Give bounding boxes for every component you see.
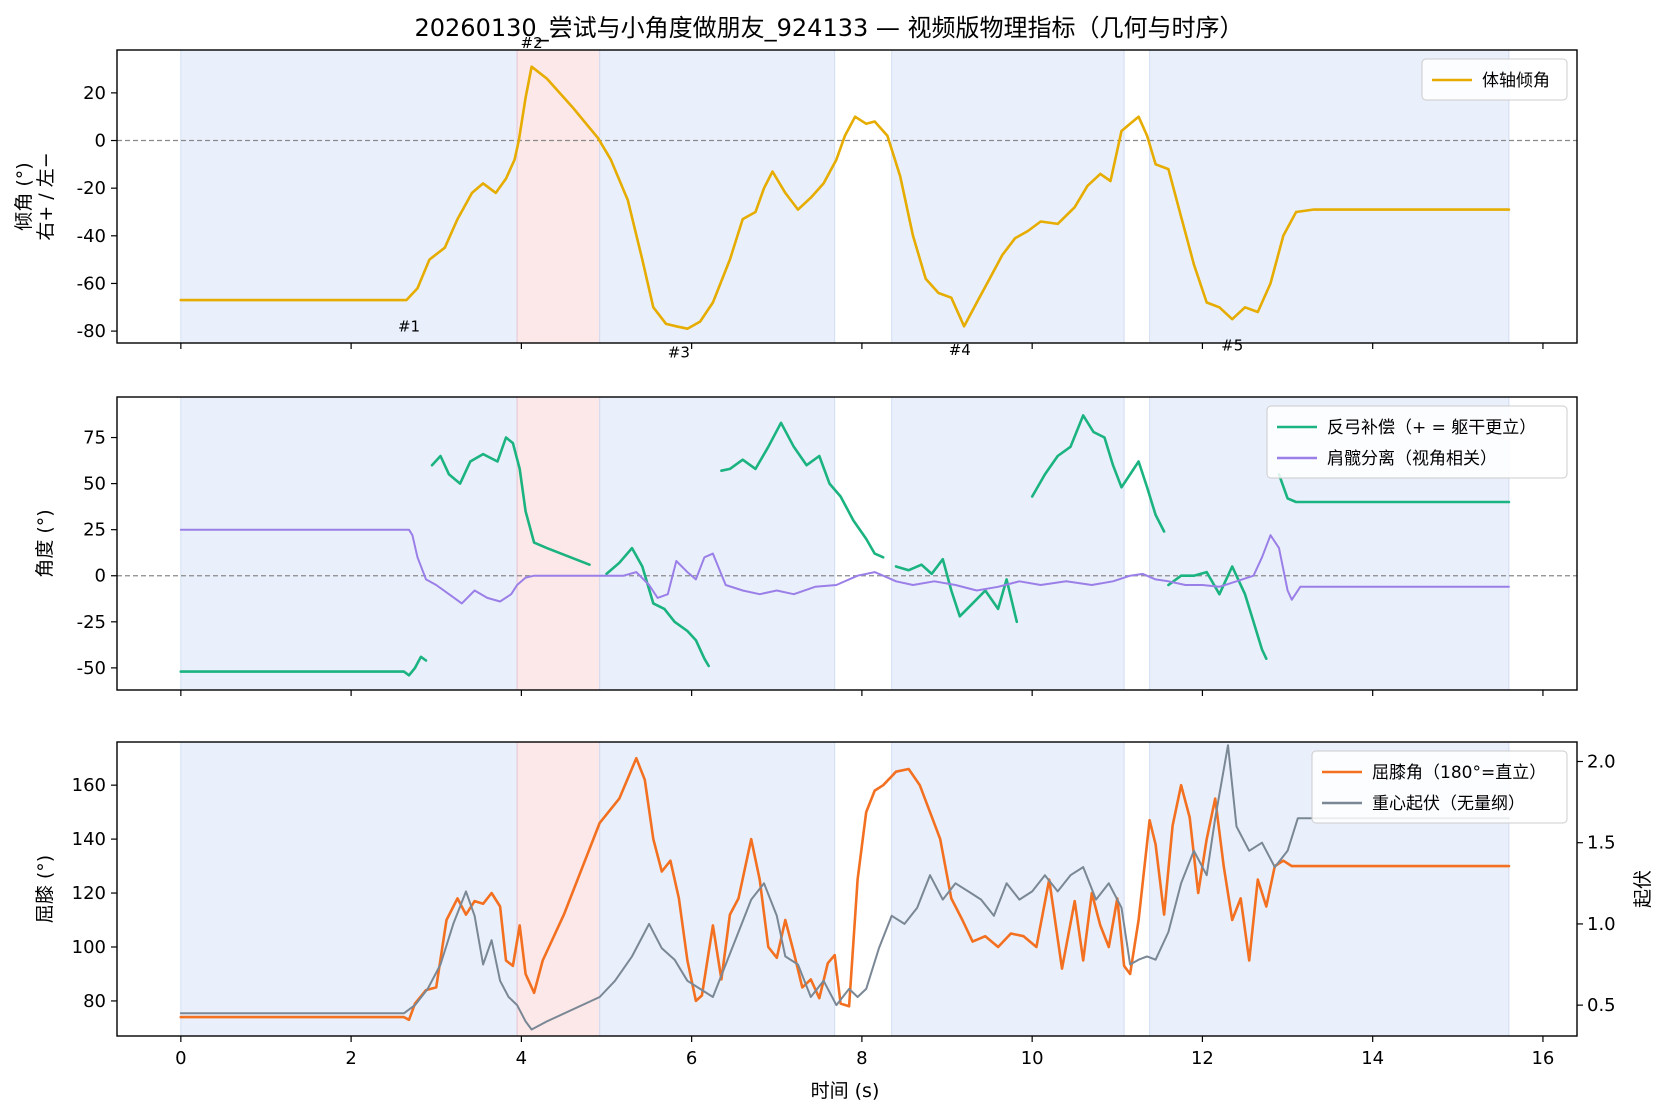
- series-line: [179, 655, 428, 677]
- event-annotation: #5: [1221, 336, 1243, 354]
- x-tick-label: 2: [345, 1048, 356, 1069]
- y-tick-label: 50: [83, 474, 106, 495]
- phase-segment-blue: [891, 49, 1125, 344]
- y-axis-label: 角度 (°): [34, 509, 56, 577]
- series-line: [1030, 414, 1166, 533]
- y-tick-label: -80: [77, 321, 106, 342]
- phase-segment-blue: [599, 396, 836, 691]
- x-axis-label: 时间 (s): [811, 1080, 880, 1102]
- plot-frame: [116, 741, 1578, 1037]
- x-tick-label: 14: [1361, 1048, 1384, 1069]
- y-axis-label: 屈膝 (°): [34, 855, 56, 923]
- y-tick-label: 0: [95, 566, 106, 587]
- event-annotation: #1: [398, 317, 420, 335]
- x-tick-label: 10: [1021, 1048, 1044, 1069]
- legend-box: [1266, 405, 1568, 479]
- panel-knee: 0 2 4 6 8 10 12 14 16 160 140 120 100 80 2.0 1.5 1.0 0.5 起…: [34, 741, 1654, 1069]
- event-annotation: #2: [521, 34, 543, 52]
- legend: 屈膝角（180°=直立） 重心起伏（无量纲）: [1311, 750, 1568, 824]
- series-line: [605, 546, 710, 668]
- y-right-tick-label: 1.0: [1587, 914, 1616, 935]
- phase-segment-blue: [891, 741, 1125, 1037]
- legend-label: 反弓补偿（+ = 躯干更立）: [1327, 418, 1536, 438]
- phase-segment-blue: [599, 741, 836, 1037]
- x-tick-label: 6: [686, 1048, 697, 1069]
- phase-segment-blue: [891, 396, 1125, 691]
- y-right-tick-label: 1.5: [1587, 833, 1616, 854]
- y-tick-label: 140: [72, 829, 106, 850]
- y-tick-label: -60: [77, 273, 106, 294]
- y-tick-label: 75: [83, 428, 106, 449]
- legend-label: 肩髋分离（视角相关）: [1327, 449, 1497, 469]
- series-line: [179, 65, 1511, 330]
- series-line: [179, 744, 1510, 1031]
- x-tick-label: 16: [1531, 1048, 1554, 1069]
- y-right-tick-label: 2.0: [1587, 751, 1616, 772]
- x-tick-label: 12: [1191, 1048, 1214, 1069]
- series-line: [179, 756, 1511, 1022]
- y-tick-label: -25: [77, 612, 106, 633]
- phase-segment-red: [516, 49, 601, 344]
- y-tick-label: 120: [72, 883, 106, 904]
- y-axis-label-secondary: 右+ / 左−: [35, 152, 57, 240]
- plot-frame: [116, 49, 1578, 344]
- y-tick-label: -20: [77, 178, 106, 199]
- phase-segment-blue: [599, 49, 836, 344]
- phase-segment-red: [516, 396, 601, 691]
- event-annotation: #4: [949, 341, 971, 359]
- series-line: [1167, 565, 1268, 660]
- phase-segment-blue: [180, 741, 518, 1037]
- y-tick-label: 80: [83, 991, 106, 1012]
- series-line: [894, 557, 1019, 624]
- panel-tilt: 20 0 -20 -40 -60 -80 倾角 (°) 右+ / 左− #1 #2 #3 #4 #5 体轴…: [13, 34, 1578, 362]
- y-tick-label: 160: [72, 775, 106, 796]
- x-tick-label: 8: [856, 1048, 867, 1069]
- y-tick-label: 20: [83, 83, 106, 104]
- legend: 反弓补偿（+ = 躯干更立） 肩髋分离（视角相关）: [1266, 405, 1568, 479]
- phase-segment-red: [516, 741, 601, 1037]
- series-line: [1277, 473, 1511, 504]
- y-tick-label: 0: [95, 131, 106, 152]
- y-tick-label: 100: [72, 937, 106, 958]
- series-line: [430, 436, 591, 566]
- legend: 体轴倾角: [1421, 58, 1568, 101]
- figure-title: 20260130_尝试与小角度做朋友_924133 — 视频版物理指标（几何与时…: [414, 14, 1243, 42]
- legend-label: 重心起伏（无量纲）: [1372, 794, 1525, 814]
- y-tick-label: -40: [77, 226, 106, 247]
- series-line: [179, 528, 1510, 605]
- series-line: [720, 421, 885, 559]
- event-annotation: #3: [668, 344, 690, 362]
- plot-frame: [116, 396, 1578, 691]
- x-tick-label: 4: [516, 1048, 527, 1069]
- phase-segment-blue: [180, 49, 518, 344]
- x-tick-label: 0: [175, 1048, 186, 1069]
- legend-label: 体轴倾角: [1482, 71, 1550, 91]
- panel-angles: 75 50 25 0 -25 -50 角度 (°) 反弓补偿（+ = 躯干更立） 肩髋分离（视角…: [34, 396, 1578, 696]
- y-right-axis-label: 起伏: [1632, 870, 1654, 908]
- legend-box: [1421, 58, 1568, 101]
- legend-label: 屈膝角（180°=直立）: [1372, 763, 1546, 783]
- y-axis-label: 倾角 (°): [13, 162, 35, 230]
- y-tick-label: -50: [77, 658, 106, 679]
- y-right-tick-label: 0.5: [1587, 995, 1616, 1016]
- y-tick-label: 25: [83, 520, 106, 541]
- phase-segment-blue: [180, 396, 518, 691]
- legend-box: [1311, 750, 1568, 824]
